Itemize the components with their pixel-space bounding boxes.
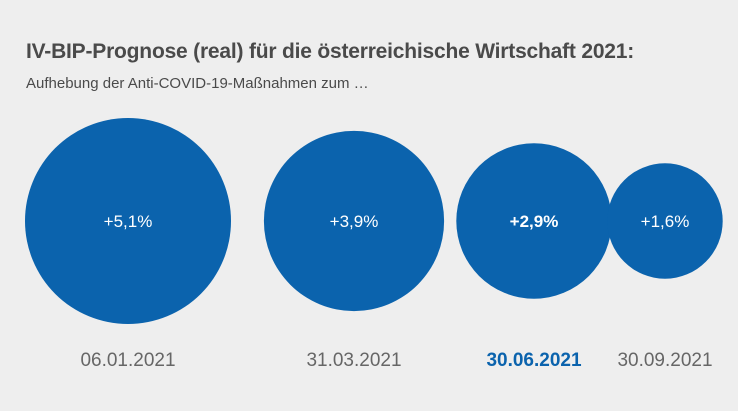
bubble-value-label-2: +3,9% [330,212,379,231]
bubble-value-label-1: +5,1% [104,212,153,231]
category-label-4: 30.09.2021 [617,350,712,371]
bubble-1 [25,118,231,324]
bubble-2 [263,130,445,312]
category-label-3: 30.06.2021 [486,350,582,371]
bubble-3 [456,143,612,299]
category-label-2: 31.03.2021 [306,350,401,371]
bubble-value-label-4: +1,6% [641,212,690,231]
chart-title: IV-BIP-Prognose (real) für die österreic… [26,40,635,63]
chart-subtitle: Aufhebung der Anti-COVID-19-Maßnahmen zu… [26,75,369,92]
bubble-value-label-3: +2,9% [510,212,559,231]
category-label-1: 06.01.2021 [80,350,175,371]
bubble-4 [607,163,723,279]
